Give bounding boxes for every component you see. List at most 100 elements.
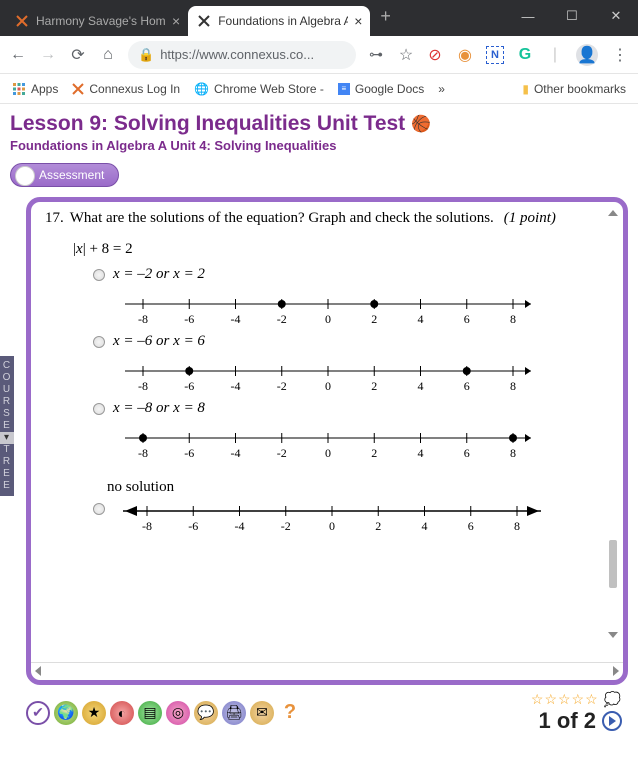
menu-button[interactable]: ⋮	[610, 45, 630, 65]
mail-icon[interactable]: ✉	[250, 701, 274, 725]
assessment-pill[interactable]: Assessment	[10, 163, 119, 187]
scroll-up-icon[interactable]	[608, 210, 618, 216]
apps-button[interactable]: Apps	[12, 82, 58, 96]
browser-titlebar: Harmony Savage's Home × Foundations in A…	[0, 0, 638, 36]
minimize-button[interactable]: —	[506, 0, 550, 32]
title-text: Lesson 9: Solving Inequalities Unit Test	[10, 112, 405, 136]
check-icon[interactable]: ✔	[26, 701, 50, 725]
book-icon[interactable]: ▤	[138, 701, 162, 725]
url-input[interactable]: 🔒 https://www.connexus.co...	[128, 41, 356, 69]
radio-option[interactable]	[93, 269, 105, 281]
star-icon[interactable]: ☆	[396, 45, 416, 65]
bookmarks-overflow[interactable]: »	[438, 82, 445, 96]
chrome-icon: 🌐	[194, 82, 209, 96]
svg-text:0: 0	[325, 312, 331, 326]
option-no-solution-label: no solution	[107, 479, 599, 496]
target-icon[interactable]: ◎	[166, 701, 190, 725]
chat-icon[interactable]: 💬	[194, 701, 218, 725]
profile-avatar[interactable]: 👤	[576, 44, 598, 66]
svg-text:0: 0	[329, 519, 335, 533]
footer-toolbar: ✔ 🌍 ★ ◐ ▤ ◎ 💬 🖨 ✉ ? ☆☆☆☆☆ 💭 1 of 2	[26, 691, 628, 734]
scroll-left-icon[interactable]	[35, 666, 41, 676]
svg-text:-6: -6	[184, 446, 194, 460]
bookmark-item[interactable]: ≡ Google Docs	[338, 82, 424, 96]
bookmarks-bar: Apps Connexus Log In 🌐 Chrome Web Store …	[0, 74, 638, 104]
scroll-right-icon[interactable]	[613, 666, 619, 676]
svg-text:4: 4	[418, 312, 424, 326]
close-window-button[interactable]: ✕	[594, 0, 638, 32]
next-page-button[interactable]	[602, 711, 622, 731]
number-line: -8-6-4-202468	[113, 360, 543, 394]
maximize-button[interactable]: ☐	[550, 0, 594, 32]
lock-icon: 🔒	[138, 47, 154, 63]
svg-text:4: 4	[422, 519, 428, 533]
svg-text:-8: -8	[138, 446, 148, 460]
svg-text:2: 2	[375, 519, 381, 533]
question-number: 17.	[45, 210, 64, 227]
grammarly-icon[interactable]: G	[516, 46, 534, 64]
block-icon[interactable]: ⊘	[426, 46, 444, 64]
option-label: x = –6 or x = 6	[113, 333, 205, 350]
svg-text:8: 8	[514, 519, 520, 533]
print-icon[interactable]: 🖨	[222, 701, 246, 725]
tab-title: Harmony Savage's Home	[36, 14, 166, 28]
question-panel: 17. What are the solutions of the equati…	[26, 197, 628, 685]
number-line: -8-6-4-202468	[113, 293, 543, 327]
home-button[interactable]: ⌂	[98, 46, 118, 64]
help-icon[interactable]: ?	[278, 701, 302, 725]
svg-text:4: 4	[418, 379, 424, 393]
reload-button[interactable]: ⟳	[68, 45, 88, 65]
option-label: x = –8 or x = 8	[113, 400, 205, 417]
dash-icon[interactable]: ◐	[110, 701, 134, 725]
comment-icon[interactable]: 💭	[604, 691, 622, 707]
folder-icon: ▮	[522, 82, 529, 96]
forward-button[interactable]: →	[38, 46, 58, 64]
number-line: -8-6-4-202468	[113, 427, 543, 461]
svg-text:-6: -6	[188, 519, 198, 533]
bookmark-item[interactable]: 🌐 Chrome Web Store -	[194, 82, 324, 96]
stars-text: ☆☆☆☆☆	[531, 691, 599, 707]
back-button[interactable]: ←	[8, 46, 28, 64]
ext-icon-1[interactable]: ◉	[456, 46, 474, 64]
tab-inactive[interactable]: Harmony Savage's Home ×	[6, 6, 188, 36]
svg-text:2: 2	[371, 379, 377, 393]
svg-text:-4: -4	[231, 312, 241, 326]
close-icon[interactable]: ×	[354, 13, 362, 29]
tab-active[interactable]: Foundations in Algebra A ×	[188, 6, 370, 36]
close-icon[interactable]: ×	[172, 13, 180, 29]
question-points: (1 point)	[504, 210, 556, 227]
horizontal-scrollbar[interactable]	[31, 662, 623, 678]
bookmark-item[interactable]: Connexus Log In	[72, 82, 180, 96]
svg-text:-2: -2	[277, 312, 287, 326]
radio-option[interactable]	[93, 503, 105, 515]
scroll-down-icon[interactable]	[608, 632, 618, 638]
vertical-scrollbar[interactable]	[607, 210, 619, 638]
medal-icon[interactable]: ★	[82, 701, 106, 725]
pill-label: Assessment	[39, 168, 104, 182]
globe-icon[interactable]: 🌍	[54, 701, 78, 725]
svg-text:0: 0	[325, 446, 331, 460]
ext-icon-2[interactable]: N	[486, 46, 504, 64]
other-bookmarks[interactable]: ▮ Other bookmarks	[522, 82, 626, 96]
course-tree-tab[interactable]: COURSE ▾ TREE	[0, 356, 14, 496]
tab-title: Foundations in Algebra A	[218, 14, 348, 28]
divider: |	[546, 46, 564, 64]
svg-text:2: 2	[371, 446, 377, 460]
radio-option[interactable]	[93, 336, 105, 348]
svg-text:-2: -2	[277, 446, 287, 460]
connexus-icon	[14, 13, 30, 29]
docs-icon: ≡	[338, 83, 350, 95]
bm-label: Apps	[31, 82, 58, 96]
new-tab-button[interactable]: +	[370, 6, 401, 27]
rating-stars[interactable]: ☆☆☆☆☆ 💭	[531, 691, 622, 708]
svg-text:-8: -8	[138, 312, 148, 326]
scroll-thumb[interactable]	[609, 540, 617, 588]
radio-option[interactable]	[93, 403, 105, 415]
url-text: https://www.connexus.co...	[160, 47, 314, 62]
svg-text:0: 0	[325, 379, 331, 393]
svg-text:-8: -8	[142, 519, 152, 533]
number-line: -8-6-4-202468	[117, 500, 547, 534]
connexus-icon	[196, 13, 212, 29]
svg-text:-4: -4	[231, 446, 241, 460]
key-icon[interactable]: ⊶	[366, 46, 386, 63]
